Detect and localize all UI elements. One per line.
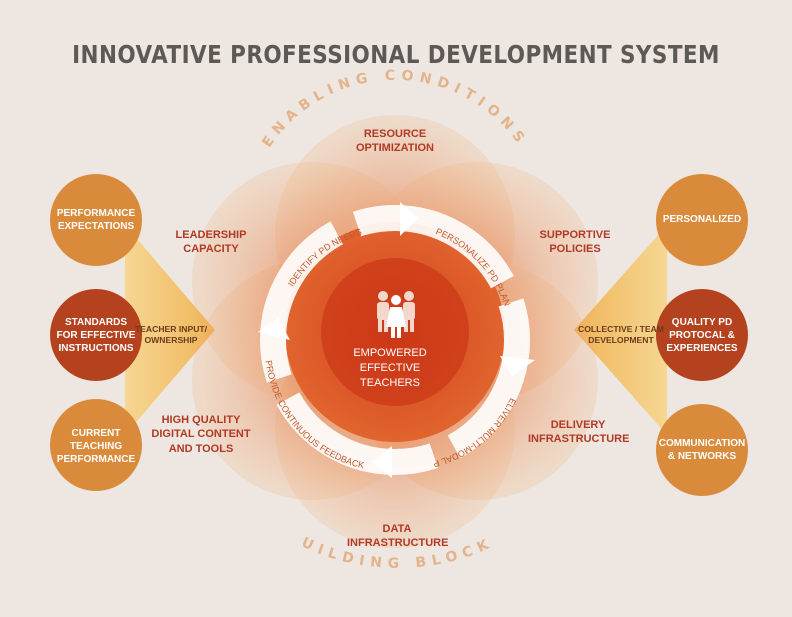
- label-line: DEVELOPMENT: [588, 335, 654, 346]
- label-line: POLICIES: [549, 243, 601, 256]
- label-line: QUALITY PD: [671, 317, 733, 328]
- label-line: CURRENT: [71, 428, 121, 439]
- label-line: OPTIMIZATION: [355, 142, 434, 155]
- label-line: DATA: [382, 523, 412, 535]
- label-line: OWNERSHIP: [144, 335, 198, 346]
- label-line: DIGITAL CONTENT: [151, 428, 251, 441]
- cycle-arrow-1: [400, 202, 418, 236]
- teachers-icon: [377, 291, 415, 338]
- label-line: PERFORMANCE: [56, 208, 136, 219]
- label-line: TEACHERS: [360, 376, 420, 389]
- label-line: EXPERIENCES: [666, 343, 738, 354]
- cycle-arrow-2: [500, 356, 535, 376]
- right-funnel: [574, 225, 667, 435]
- label-data-infrastructure: DATA INFRASTRUCTURE: [347, 522, 449, 551]
- label-line: AND TOOLS: [168, 442, 234, 455]
- label-line: EXPECTATIONS: [57, 221, 135, 232]
- label-line: DELIVERY: [550, 419, 606, 431]
- label-teacher-input: TEACHER INPUT/ OWNERSHIP: [133, 324, 209, 346]
- label-line: SUPPORTIVE: [539, 229, 611, 241]
- label-line: PROTOCAL &: [669, 330, 735, 341]
- text-communication: COMMUNICATION & NETWORKS: [646, 437, 758, 463]
- label-line: STANDARDS: [64, 317, 128, 328]
- label-line: INFRASTRUCTURE: [347, 537, 449, 550]
- label-line: COMMUNICATION: [658, 438, 746, 449]
- text-personalized: PERSONALIZED: [646, 213, 758, 226]
- label-line: TEACHER INPUT/: [134, 324, 208, 334]
- label-leadership-capacity: LEADERSHIP CAPACITY: [166, 228, 256, 257]
- circle-personalized: [656, 174, 748, 266]
- label-line: FOR EFFECTIVE: [56, 330, 136, 341]
- cycle-arrow-4: [258, 318, 290, 340]
- label-line: PERFORMANCE: [56, 454, 136, 465]
- text-performance-expectations: PERFORMANCE EXPECTATIONS: [40, 207, 152, 233]
- label-supportive-policies: SUPPORTIVE POLICIES: [530, 228, 620, 257]
- circle-current-teaching: [50, 399, 142, 491]
- label-collective-team: COLLECTIVE / TEAM DEVELOPMENT: [578, 324, 664, 346]
- cycle-ribbon: [258, 202, 535, 478]
- label-line: EFFECTIVE: [359, 361, 421, 374]
- left-funnel: [125, 225, 215, 435]
- label-line: INSTRUCTIONS: [58, 343, 134, 354]
- circle-quality-pd: [656, 289, 748, 381]
- label-line: INFRASTRUCTURE: [528, 433, 630, 446]
- circle-performance-expectations: [50, 174, 142, 266]
- circle-communication: [656, 404, 748, 496]
- label-line: PERSONALIZED: [662, 214, 742, 225]
- label-line: CAPACITY: [183, 243, 239, 256]
- center-label: EMPOWERED EFFECTIVE TEACHERS: [330, 346, 450, 391]
- label-line: TEACHING: [69, 441, 123, 452]
- circle-standards: [50, 289, 142, 381]
- label-line: RESOURCE: [363, 128, 427, 140]
- label-line: & NETWORKS: [667, 451, 737, 462]
- label-line: HIGH QUALITY: [161, 414, 241, 426]
- label-delivery-infrastructure: DELIVERY INFRASTRUCTURE: [528, 418, 630, 447]
- label-line: LEADERSHIP: [175, 229, 247, 241]
- page-title: INNOVATIVE PROFESSIONAL DEVELOPMENT SYST…: [72, 40, 720, 69]
- text-standards: STANDARDS FOR EFFECTIVE INSTRUCTIONS: [40, 316, 152, 355]
- label-digital-content: HIGH QUALITY DIGITAL CONTENT AND TOOLS: [146, 413, 256, 456]
- label-line: EMPOWERED: [353, 347, 427, 359]
- label-line: COLLECTIVE / TEAM: [578, 324, 664, 334]
- text-quality-pd: QUALITY PD PROTOCAL & EXPERIENCES: [646, 316, 758, 355]
- label-resource-optimization: RESOURCE OPTIMIZATION: [350, 127, 440, 156]
- text-current-teaching: CURRENT TEACHING PERFORMANCE: [40, 427, 152, 466]
- cycle-arrow-3: [372, 446, 392, 478]
